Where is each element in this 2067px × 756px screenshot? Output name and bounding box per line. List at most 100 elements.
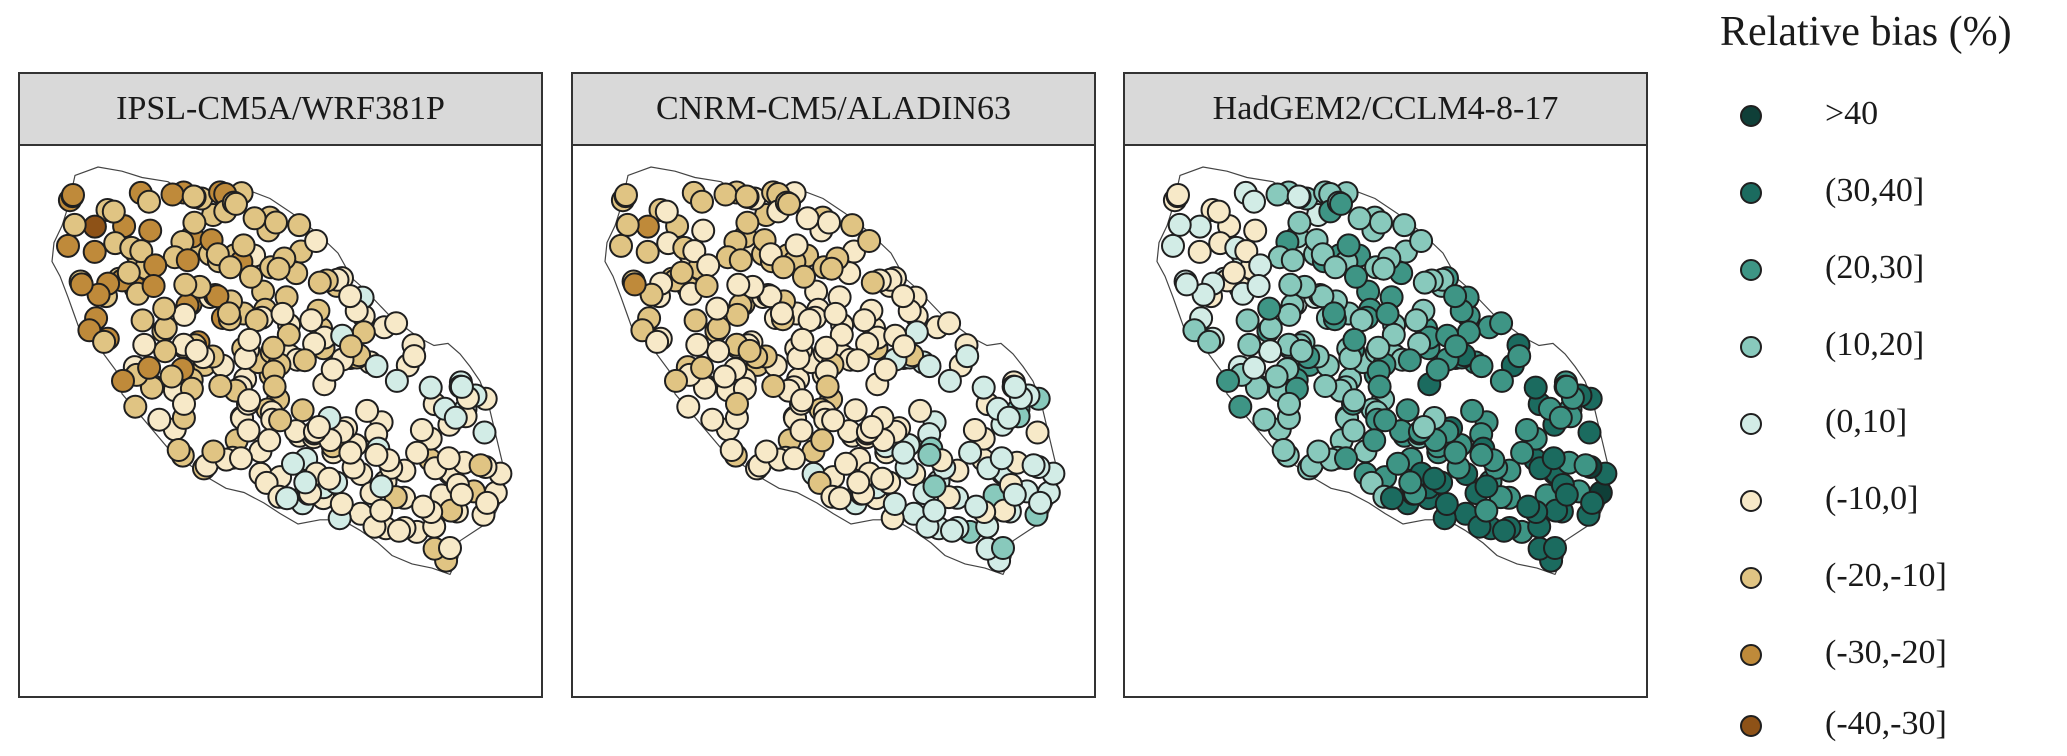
- station-marker: [1174, 272, 1199, 297]
- station-marker: [771, 255, 796, 280]
- station-marker: [789, 418, 814, 443]
- station-marker: [784, 233, 809, 258]
- station-marker: [635, 214, 660, 239]
- station-marker: [147, 407, 172, 432]
- station-marker: [1277, 391, 1301, 416]
- station-marker: [1252, 407, 1277, 432]
- station-marker: [1380, 486, 1404, 511]
- station-marker: [216, 301, 241, 326]
- station-marker: [369, 498, 394, 523]
- station-marker: [130, 308, 155, 333]
- station-marker: [1167, 212, 1192, 237]
- station-marker: [971, 375, 996, 400]
- station-marker: [1443, 284, 1468, 309]
- station-marker: [940, 518, 964, 543]
- station-marker: [917, 442, 942, 467]
- station-marker: [1392, 213, 1417, 238]
- station-marker: [683, 308, 708, 333]
- station-marker: [438, 536, 462, 560]
- legend-item: (-30,-20]: [1740, 634, 2040, 674]
- legend-title: Relative bias (%): [1720, 9, 2012, 55]
- station-marker: [719, 438, 744, 462]
- station-marker: [834, 451, 858, 476]
- legend-item: (20,30]: [1740, 249, 2040, 289]
- station-marker: [1342, 327, 1367, 352]
- station-marker: [1347, 206, 1372, 231]
- station-marker: [690, 355, 715, 380]
- legend-label: (10,20]: [1825, 326, 1925, 363]
- station-marker: [384, 368, 409, 393]
- station-marker: [860, 270, 885, 295]
- station-marker: [1411, 415, 1436, 439]
- station-marker: [891, 284, 916, 309]
- station-marker: [1286, 184, 1311, 209]
- station-marker: [129, 239, 154, 264]
- station-marker: [908, 398, 933, 423]
- station-marker: [1278, 272, 1303, 297]
- station-marker: [1460, 398, 1485, 423]
- station-marker: [1371, 256, 1396, 281]
- legend-swatch: [1740, 336, 1762, 358]
- station-marker: [817, 210, 841, 235]
- station-marker: [1492, 518, 1516, 543]
- station-marker: [790, 327, 815, 352]
- legend-swatch: [1740, 413, 1762, 435]
- station-marker: [705, 296, 730, 321]
- legend-item: (-40,-30]: [1740, 705, 2040, 745]
- station-marker: [172, 302, 197, 327]
- station-marker: [236, 418, 261, 443]
- station-marker: [1573, 453, 1598, 478]
- station-marker: [690, 189, 714, 214]
- station-marker: [712, 364, 737, 389]
- station-marker: [615, 212, 640, 237]
- station-marker: [1336, 233, 1361, 258]
- station-marker: [468, 453, 493, 478]
- station-marker: [56, 233, 80, 258]
- station-marker: [338, 284, 363, 309]
- station-marker: [172, 391, 196, 416]
- station-marker: [1341, 418, 1366, 443]
- legend-label: (-30,-20]: [1825, 634, 1947, 671]
- station-marker: [694, 274, 719, 298]
- station-marker: [138, 218, 163, 243]
- station-marker: [1306, 439, 1331, 464]
- legend-label: (20,30]: [1825, 249, 1925, 286]
- legend-label: >40: [1825, 95, 1879, 132]
- station-marker: [201, 439, 226, 464]
- panel-cnrm: CNRM-CM5/ALADIN63: [571, 72, 1096, 698]
- station-marker: [262, 374, 287, 399]
- station-marker: [355, 398, 380, 423]
- station-marker: [443, 405, 468, 430]
- station-marker: [472, 420, 497, 445]
- station-marker: [1028, 490, 1053, 515]
- station-marker: [1248, 253, 1273, 278]
- station-markers: [609, 180, 1066, 573]
- station-marker: [1257, 296, 1282, 321]
- station-marker: [852, 308, 877, 333]
- station-marker: [682, 239, 707, 264]
- station-marker: [208, 374, 233, 398]
- station-marker: [1242, 355, 1267, 380]
- station-marker: [1271, 438, 1296, 462]
- station-marker: [917, 354, 942, 379]
- station-marker: [937, 368, 962, 393]
- station-marker: [1021, 453, 1046, 478]
- station-marker: [1516, 494, 1541, 519]
- station-marker: [1197, 329, 1222, 354]
- station-marker: [475, 490, 500, 515]
- station-marker: [1329, 191, 1353, 216]
- station-marker: [962, 418, 987, 442]
- station-marker: [654, 199, 679, 224]
- station-marker: [734, 184, 759, 209]
- station-marker: [1395, 398, 1420, 423]
- station-marker: [290, 398, 315, 423]
- station-marker: [725, 302, 750, 327]
- station-marker: [859, 415, 884, 439]
- station-marker: [1287, 210, 1312, 235]
- station-marker: [828, 486, 852, 511]
- station-marker: [152, 296, 177, 321]
- station-marker: [182, 210, 207, 235]
- station-marker: [69, 272, 94, 297]
- station-marker: [669, 260, 694, 285]
- station-marker: [922, 474, 947, 499]
